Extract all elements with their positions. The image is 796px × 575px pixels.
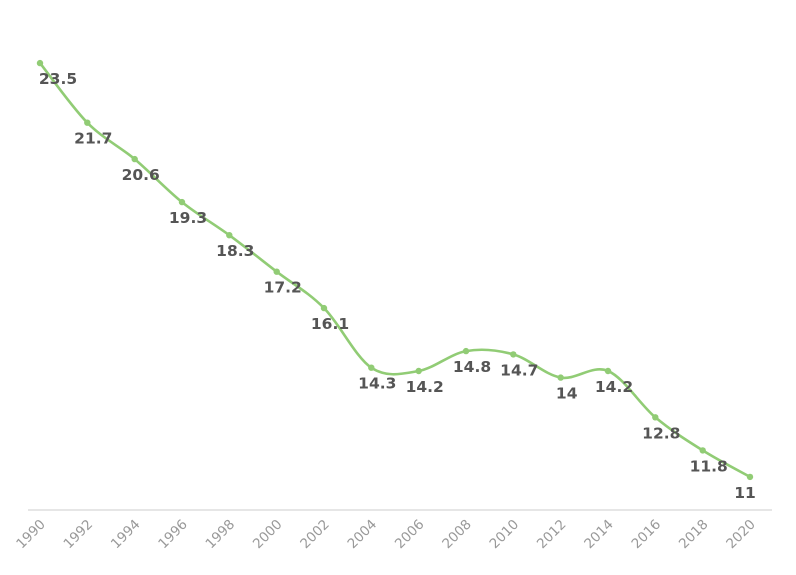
data-label: 18.3 [216, 242, 254, 260]
data-point-marker [226, 232, 233, 239]
x-axis-tick-label: 2020 [723, 517, 759, 553]
data-label: 23.5 [39, 70, 77, 88]
data-point-marker [652, 414, 659, 421]
x-axis-tick-label: 2008 [439, 517, 475, 553]
data-point-marker [36, 59, 44, 67]
data-point-marker [699, 447, 706, 454]
data-label: 21.7 [74, 130, 112, 148]
x-axis-tick-label: 1992 [61, 517, 97, 553]
data-label: 11 [734, 484, 756, 502]
data-point-marker [415, 367, 422, 375]
line-series [38, 61, 752, 479]
data-label: 19.3 [169, 209, 207, 227]
data-point-marker [557, 374, 564, 381]
data-point-marker [320, 304, 328, 312]
data-label: 17.2 [264, 279, 302, 297]
data-label: 16.1 [311, 315, 349, 333]
data-label: 14.3 [358, 375, 396, 393]
x-axis-tick-label: 2006 [392, 517, 428, 553]
x-axis-tick-label: 1994 [108, 517, 144, 553]
data-label: 14.7 [500, 361, 538, 379]
data-label: 14.2 [595, 378, 633, 396]
data-point-marker [746, 473, 754, 481]
x-axis-tick-label: 2002 [297, 517, 333, 553]
data-label: 14.2 [406, 378, 444, 396]
x-axis-tick-label: 2000 [250, 517, 286, 553]
x-axis-tick-label: 1998 [203, 517, 239, 553]
x-axis-tick-label: 1996 [155, 517, 191, 553]
x-axis-tick-label: 2010 [487, 517, 523, 553]
data-point-marker [510, 351, 517, 358]
data-point-marker [462, 347, 470, 355]
data-label: 12.8 [642, 424, 680, 442]
x-axis-tick-label: 2014 [581, 517, 617, 553]
data-point-marker [368, 364, 375, 371]
data-point-marker [131, 155, 138, 163]
data-point-marker [178, 198, 186, 206]
data-label: 14 [556, 385, 578, 403]
data-label: 14.8 [453, 358, 491, 376]
data-label: 11.8 [690, 457, 728, 475]
data-point-marker [604, 367, 612, 375]
x-axis-tick-label: 1990 [13, 517, 49, 553]
x-axis-tick-label: 2018 [676, 517, 712, 553]
x-axis-tick-label: 2016 [629, 517, 665, 553]
data-label: 20.6 [122, 166, 160, 184]
data-point-marker [84, 119, 91, 126]
x-axis-tick-label: 2012 [534, 517, 570, 553]
x-axis-tick-label: 2004 [345, 517, 381, 553]
data-point-marker [273, 268, 280, 275]
